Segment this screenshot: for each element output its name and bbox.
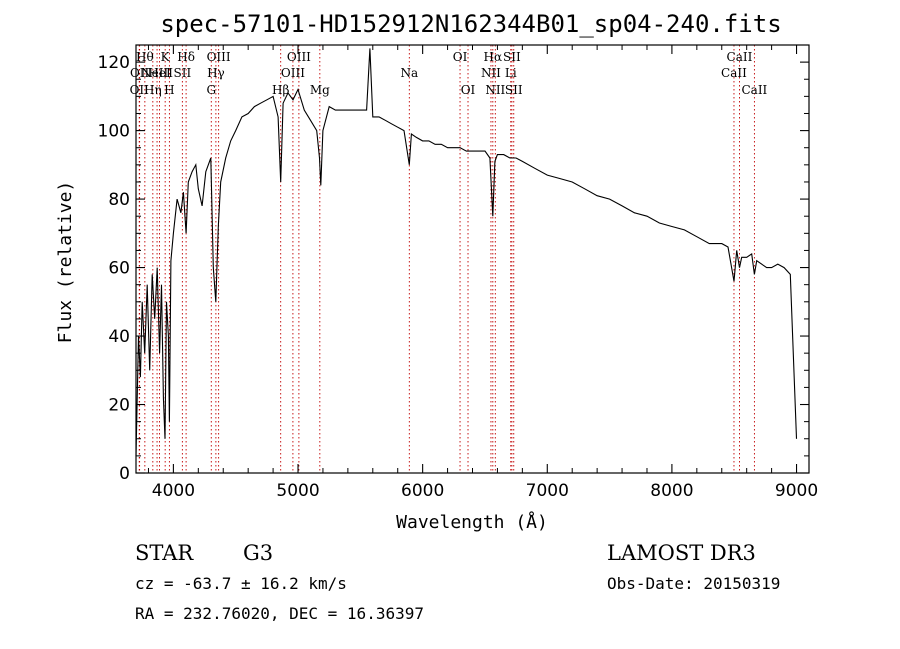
line-marker-label-11: Hγ [207,66,225,80]
x-axis-ticks: 4000 5000 6000 7000 8000 9000 [147,45,818,501]
y-tick-label-5: 100 [98,122,130,142]
x-tick-label-5: 9000 [775,481,818,501]
y-tick-label-1: 20 [108,396,130,416]
line-marker-label-14: OIII [281,66,305,80]
line-marker-label-20: NII [481,66,501,80]
x-tick-label-2: 6000 [401,481,444,501]
line-marker-label-0: OII [130,83,150,97]
line-marker-labels: OIIOIIHθHηNeIIIHeIKHSIIHδGHγOIIIHβOIIIOI… [130,50,768,97]
line-marker-label-28: CaII [741,83,767,97]
plot-frame [135,44,810,474]
y-tick-label-4: 80 [108,190,130,210]
line-marker-label-18: OI [453,50,468,64]
x-tick-label-1: 5000 [276,481,319,501]
line-marker-label-7: H [164,83,174,97]
survey-name: LAMOST DR3 [607,541,756,565]
line-marker-label-23: Li [505,66,517,80]
line-marker-label-19: OI [461,83,476,97]
redshift-velocity: cz = -63.7 ± 16.2 km/s [135,574,347,593]
line-marker-label-27: CaII [727,50,753,64]
line-marker-label-13: Hβ [272,83,289,97]
line-marker-label-3: Hη [144,83,162,97]
line-marker-label-6: K [161,50,171,64]
line-marker-label-10: G [206,83,216,97]
line-marker-label-12: OIII [207,50,231,64]
line-marker-label-26: CaII [721,66,747,80]
x-axis-label: Wavelength (Å) [396,511,548,533]
line-marker-label-24: SII [503,50,521,64]
spectral-subclass: G3 [243,541,273,565]
y-tick-label-0: 0 [119,464,130,484]
chart-title: spec-57101-HD152912N162344B01_sp04-240.f… [160,10,781,38]
line-marker-label-9: Hδ [177,50,195,64]
line-marker-label-1: OII [130,66,150,80]
sky-coordinates: RA = 232.76020, DEC = 16.36397 [135,604,424,623]
line-marker-label-25: SII [505,83,523,97]
observation-date: Obs-Date: 20150319 [607,574,780,593]
line-marker-label-5: HeI [148,66,171,80]
y-tick-label-3: 60 [108,259,130,279]
x-tick-label-0: 4000 [152,481,195,501]
x-tick-label-4: 8000 [650,481,693,501]
spectrum-line [135,48,798,456]
line-markers [138,45,755,473]
line-marker-label-21: Hα [484,50,503,64]
line-marker-label-16: Mg [310,83,330,97]
line-marker-label-8: SII [174,66,192,80]
line-marker-label-4: NeIII [141,66,173,80]
line-marker-label-22: NII [485,83,505,97]
x-tick-label-3: 7000 [526,481,569,501]
y-tick-label-6: 120 [98,53,130,73]
y-axis-ticks: 0 20 40 60 80 100 120 [98,53,809,484]
object-type: STAR [135,541,194,565]
line-marker-label-17: Na [400,66,418,80]
line-marker-label-2: Hθ [136,50,154,64]
line-marker-label-15: OIII [287,50,311,64]
y-tick-label-2: 40 [108,327,130,347]
y-axis-label: Flux (relative) [55,181,76,344]
